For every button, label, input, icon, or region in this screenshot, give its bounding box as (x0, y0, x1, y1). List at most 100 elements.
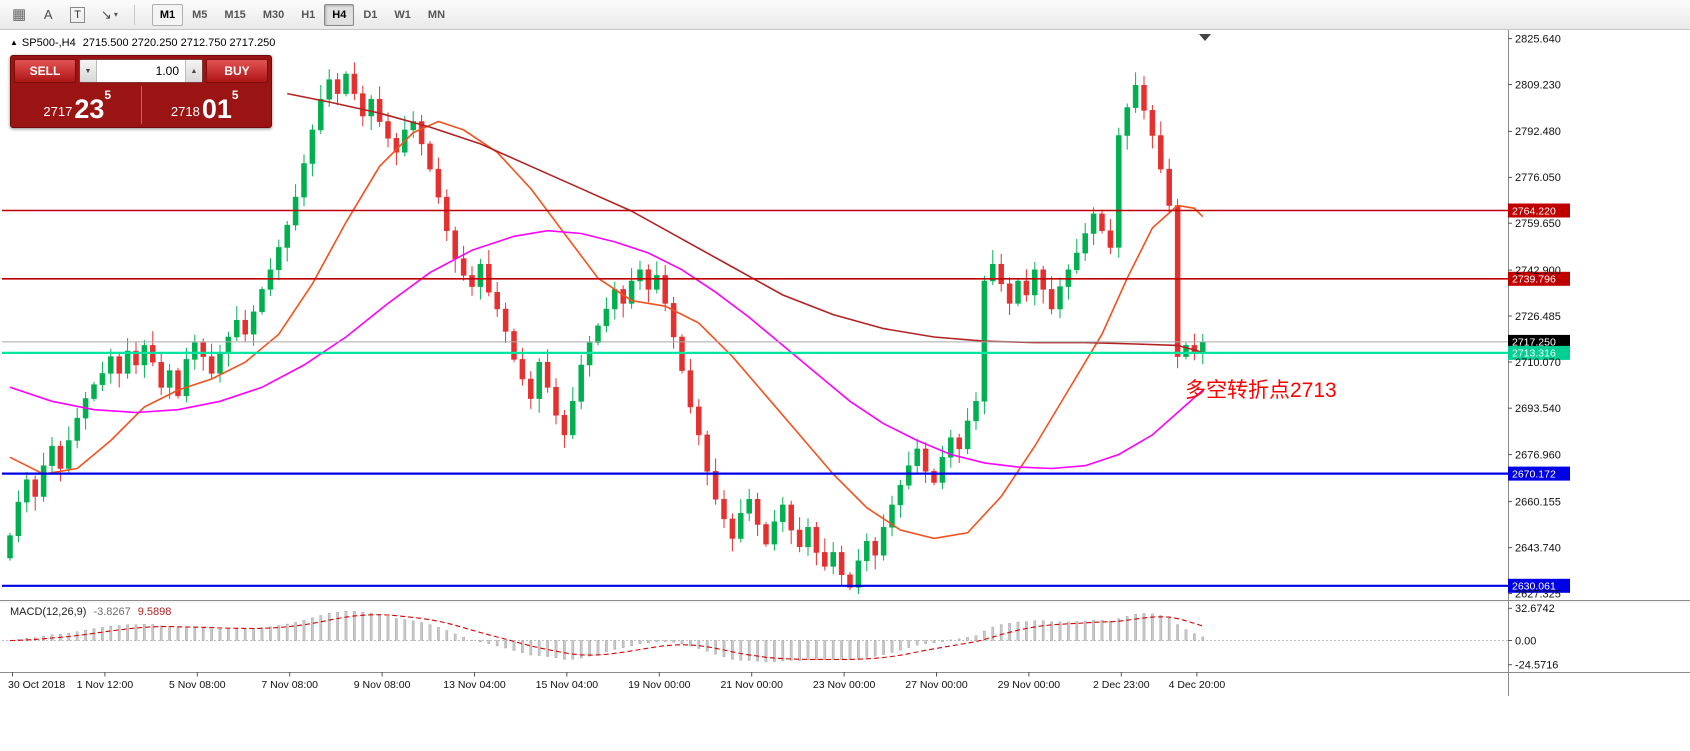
price-level-tag-support[interactable] (1508, 578, 1570, 593)
grid-icon: ▦ (12, 6, 27, 23)
sell-price[interactable]: 2717 23 5 (14, 86, 141, 124)
time-tick-label: 23 Nov 00:00 (813, 679, 876, 691)
price-tick-label: 2676.960 (1515, 449, 1561, 461)
macd-title: MACD(12,26,9) (10, 606, 87, 618)
draw-tool-button[interactable]: ↘ ▾ (94, 3, 125, 27)
price-tick-label: 2792.480 (1515, 126, 1561, 138)
dropdown-caret-icon: ▾ (113, 10, 118, 19)
timeframe-mn-button[interactable]: MN (420, 4, 453, 26)
arrow-tool-icon: ↘ (100, 6, 112, 22)
candles (7, 62, 1206, 594)
label-a-icon: A (43, 7, 53, 22)
price-tick-label: 2710.070 (1515, 357, 1561, 369)
macd-indicator-label: MACD(12,26,9) -3.8267 9.5898 (10, 606, 171, 618)
timeframe-bar: M1 M5 M15 M30 H1 H4 D1 W1 MN (151, 3, 454, 26)
timeframe-m5-button[interactable]: M5 (184, 4, 215, 26)
volume-decrease-button[interactable]: ▼ (80, 60, 97, 82)
horizontal-levels (2, 209, 1508, 587)
trade-prices-row: 2717 23 5 2718 01 5 (14, 86, 268, 124)
timeframe-m15-button[interactable]: M15 (216, 4, 253, 26)
price-level-tag-text: 2670.172 (1512, 468, 1556, 480)
price-level-tag-text: 2764.220 (1512, 205, 1556, 217)
time-tick-label: 15 Nov 04:00 (536, 679, 599, 691)
price-level-tag-text: 2717.250 (1512, 337, 1556, 349)
sell-button[interactable]: SELL (14, 59, 76, 83)
macd-signal-line (9, 614, 1203, 661)
chart-frame (0, 30, 1690, 696)
time-tick-label: 9 Nov 08:00 (354, 679, 411, 691)
volume-increase-button[interactable]: ▲ (185, 60, 202, 82)
time-tick-label: 5 Nov 08:00 (169, 679, 226, 691)
text-box-icon: T (70, 6, 85, 23)
buy-price[interactable]: 2718 01 5 (140, 86, 269, 124)
timeframe-h4-button[interactable]: H4 (324, 3, 355, 26)
time-tick-label: 13 Nov 04:00 (443, 679, 506, 691)
ma-slow-darkred[interactable] (287, 92, 1204, 354)
ma-fast-orange[interactable] (9, 120, 1204, 540)
timeframe-m1-button[interactable]: M1 (151, 3, 184, 26)
sell-price-main: 2717 (43, 104, 73, 119)
buy-button[interactable]: BUY (206, 59, 268, 83)
trade-buttons-row: SELL ▼ ▲ BUY (14, 59, 268, 83)
price-level-tag-support[interactable] (1508, 466, 1570, 481)
price-tick-label: 2660.155 (1515, 496, 1561, 508)
price-tick-label: 2809.230 (1515, 79, 1561, 91)
chart-symbol-period: SP500-,H4 (21, 37, 76, 49)
price-tick-label: 2627.325 (1515, 588, 1561, 600)
macd-tick-label: -24.5716 (1515, 660, 1558, 672)
price-tick-label: 2742.900 (1515, 265, 1561, 277)
sell-price-sup: 5 (104, 88, 112, 102)
price-tick-label: 2776.050 (1515, 172, 1561, 184)
volume-control: ▼ ▲ (79, 59, 203, 83)
price-tick-label: 2825.640 (1515, 33, 1561, 45)
price-level-tag-resistance[interactable] (1508, 203, 1570, 218)
timeframe-m30-button[interactable]: M30 (255, 4, 292, 26)
macd-signal-value: 9.5898 (137, 606, 172, 618)
sell-price-big: 23 (74, 94, 105, 124)
ma-slowest-magenta[interactable] (9, 229, 1204, 470)
tile-windows-icon[interactable]: ▦ (5, 3, 33, 27)
time-tick-label: 19 Nov 00:00 (628, 679, 691, 691)
price-level-tag-pivot[interactable] (1508, 345, 1570, 360)
time-tick-label: 4 Dec 20:00 (1169, 679, 1226, 691)
time-tick-label: 29 Nov 00:00 (998, 679, 1061, 691)
price-tick-label: 2643.740 (1515, 542, 1561, 554)
price-level-tag-text: 2739.796 (1512, 274, 1556, 286)
time-tick-label: 30 Oct 2018 (8, 679, 65, 691)
time-axis[interactable]: 30 Oct 2018 1 Nov 12:00 5 Nov 08:00 7 Nov 0… (8, 672, 1225, 691)
main-toolbar: ▦ A T ↘ ▾ M1 M5 M15 M30 H1 H4 D1 W1 MN (0, 0, 1690, 30)
time-tick-label: 27 Nov 00:00 (905, 679, 968, 691)
chart-shift-marker-icon[interactable] (1199, 34, 1211, 41)
buy-price-sup: 5 (231, 88, 239, 102)
price-level-tag-resistance[interactable] (1508, 271, 1570, 286)
price-level-tag-text: 2713.316 (1512, 348, 1556, 360)
timeframe-h1-button[interactable]: H1 (293, 4, 323, 26)
chart-title: ▲ SP500-,H4 2715.500 2720.250 2712.750 271… (10, 37, 275, 49)
macd-main-value: -3.8267 (93, 606, 131, 618)
timeframe-w1-button[interactable]: W1 (386, 4, 419, 26)
macd-tick-label: 32.6742 (1515, 603, 1555, 615)
chart-symbol-icon: ▲ (10, 38, 18, 47)
price-tick-label: 2693.540 (1515, 403, 1561, 415)
buy-price-big: 01 (201, 94, 232, 124)
text-tool-button[interactable]: T (63, 3, 92, 27)
moving-averages (9, 92, 1204, 540)
chart-annotation: 多空转折点2713 (1185, 379, 1337, 402)
label-tool-button[interactable]: A (35, 3, 61, 27)
price-tick-label: 2759.650 (1515, 218, 1561, 230)
toolbar-separator (133, 4, 135, 25)
timeframe-d1-button[interactable]: D1 (355, 4, 385, 26)
time-tick-label: 1 Nov 12:00 (77, 679, 134, 691)
price-level-tag-text: 2630.061 (1512, 581, 1556, 593)
time-tick-label: 7 Nov 08:00 (261, 679, 318, 691)
chart-ohlc-values: 2715.500 2720.250 2712.750 2717.250 (82, 37, 276, 49)
buy-price-main: 2718 (170, 104, 200, 119)
price-level-tag-current-price[interactable] (1508, 334, 1570, 349)
volume-input[interactable] (97, 60, 185, 82)
price-tick-label: 2726.485 (1515, 311, 1561, 323)
time-tick-label: 2 Dec 23:00 (1093, 679, 1150, 691)
